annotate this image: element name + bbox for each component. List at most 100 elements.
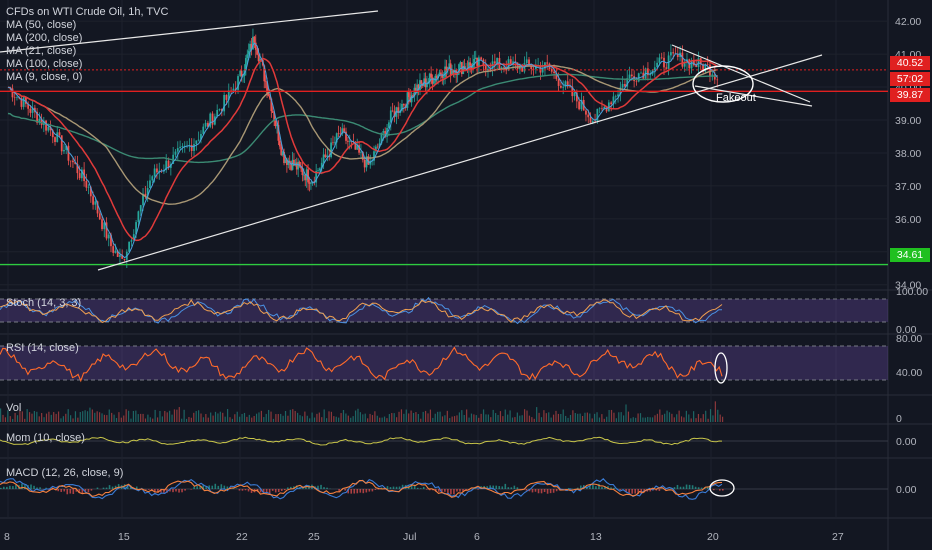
macd-hist-bar bbox=[386, 486, 389, 489]
volume-bar bbox=[444, 415, 446, 422]
indicator-panes[interactable] bbox=[0, 296, 888, 500]
candle-body bbox=[410, 95, 413, 103]
volume-bar bbox=[622, 415, 625, 422]
macd-hist-bar bbox=[280, 489, 283, 491]
candle-body bbox=[284, 159, 287, 164]
candle-body bbox=[363, 159, 366, 168]
candle-body bbox=[525, 59, 528, 64]
mom-line bbox=[0, 436, 723, 446]
legend-ma-21: MA (21, close) bbox=[6, 45, 77, 57]
candle-body bbox=[343, 128, 346, 132]
volume-bar bbox=[313, 417, 316, 422]
volume-bar bbox=[4, 417, 7, 422]
volume-bar bbox=[253, 416, 255, 422]
candle-body bbox=[293, 159, 295, 166]
volume-bar bbox=[463, 414, 465, 422]
macd-hist-bar bbox=[84, 489, 87, 492]
candle-body bbox=[437, 75, 440, 79]
candle-body bbox=[448, 63, 451, 69]
volume-bar bbox=[200, 413, 202, 422]
candle-body bbox=[566, 81, 569, 87]
candle-body bbox=[326, 155, 329, 158]
candle-body bbox=[493, 61, 496, 64]
volume-bar bbox=[359, 412, 361, 422]
volume-bar bbox=[111, 412, 113, 422]
macd-hist-bar bbox=[265, 489, 268, 494]
candle-body bbox=[414, 87, 417, 94]
candle-body bbox=[153, 168, 156, 177]
volume-bar bbox=[540, 417, 543, 422]
macd-hist-bar bbox=[21, 483, 23, 489]
axes: 42.0041.0040.0039.0038.0037.0036.0035.00… bbox=[4, 16, 928, 543]
macd-hist-bar bbox=[296, 485, 298, 489]
volume-bar bbox=[183, 409, 185, 422]
volume-bar bbox=[374, 411, 376, 422]
candle-body bbox=[365, 156, 368, 168]
candle-body bbox=[614, 96, 617, 97]
candle-body bbox=[200, 133, 202, 140]
volume-bar bbox=[19, 410, 21, 422]
candle-body bbox=[105, 222, 108, 239]
candle-body bbox=[555, 73, 558, 79]
volume-bar bbox=[224, 416, 226, 422]
volume-bar bbox=[403, 413, 405, 422]
candle-body bbox=[601, 108, 603, 110]
volume-bar bbox=[367, 418, 369, 422]
x-tick-label: 20 bbox=[707, 531, 719, 543]
candle-body bbox=[550, 69, 553, 72]
price-tag-support: 34.61 bbox=[890, 248, 930, 262]
macd-hist-bar bbox=[135, 486, 138, 489]
volume-bar bbox=[400, 409, 403, 422]
volume-bar bbox=[379, 417, 381, 422]
candle-body bbox=[660, 57, 663, 59]
volume-bar bbox=[519, 415, 521, 422]
candle-body bbox=[376, 146, 379, 148]
volume-bar bbox=[335, 416, 337, 422]
volume-bar bbox=[60, 418, 62, 422]
candle-body bbox=[569, 86, 571, 87]
macd-hist-bar bbox=[96, 487, 99, 489]
candle-body bbox=[13, 97, 16, 98]
volume-bar bbox=[45, 413, 48, 422]
volume-bar bbox=[195, 410, 197, 422]
macd-hist-bar bbox=[580, 485, 582, 489]
volume-bar bbox=[693, 411, 695, 422]
volume-bar bbox=[504, 409, 506, 422]
candle-body bbox=[270, 98, 273, 112]
volume-bar bbox=[338, 417, 340, 422]
candle-body bbox=[144, 193, 147, 197]
volume-bar bbox=[202, 417, 205, 422]
volume-bar bbox=[683, 417, 685, 422]
volume-bar bbox=[239, 416, 241, 422]
volume-bar bbox=[275, 414, 277, 422]
candle-body bbox=[65, 145, 68, 150]
volume-bar bbox=[603, 418, 605, 422]
macd-hist-bar bbox=[510, 487, 513, 489]
volume-bar bbox=[149, 417, 151, 422]
volume-bar bbox=[569, 414, 572, 422]
x-tick-label: 25 bbox=[308, 531, 320, 543]
macd-hist-bar bbox=[576, 487, 579, 489]
volume-bar bbox=[610, 409, 613, 422]
macd-hist-bar bbox=[601, 486, 603, 489]
volume-bar bbox=[328, 411, 330, 422]
candle-body bbox=[456, 73, 459, 75]
volume-bar bbox=[14, 412, 16, 422]
candle-body bbox=[254, 42, 257, 50]
volume-bar bbox=[651, 417, 654, 422]
candle-body bbox=[509, 59, 512, 64]
volume-bar bbox=[420, 418, 422, 422]
macd-hist-bar bbox=[567, 487, 570, 489]
candle-body bbox=[149, 180, 151, 189]
price-pane[interactable] bbox=[0, 28, 888, 269]
candle-body bbox=[69, 160, 72, 162]
candle-body bbox=[424, 78, 427, 88]
volume-bar bbox=[511, 417, 514, 422]
macd-hist-bar bbox=[317, 485, 319, 489]
volume-bar bbox=[642, 417, 644, 422]
candle-body bbox=[225, 94, 228, 100]
candle-body bbox=[658, 57, 661, 63]
x-tick-label: 15 bbox=[118, 531, 130, 543]
volume-bar bbox=[268, 409, 270, 422]
